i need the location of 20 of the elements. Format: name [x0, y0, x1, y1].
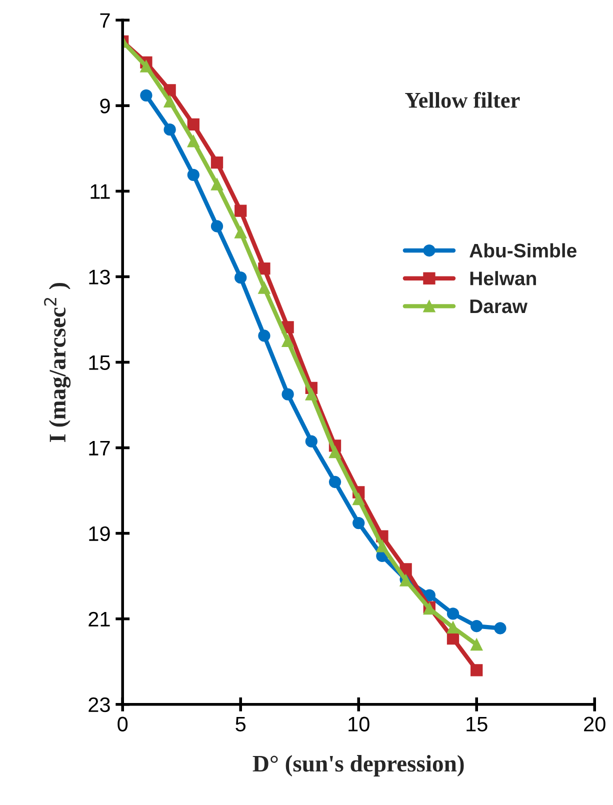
y-axis-title: I (mag/arcsec$^{2}$ ): [44, 282, 71, 442]
y-tick-label: 9: [100, 98, 110, 114]
y-tick-label: 7: [100, 13, 110, 28]
legend-label: Daraw: [470, 300, 528, 314]
y-tick-label: 21: [88, 612, 110, 626]
x-axis-title: D° (sun's depression): [252, 755, 464, 776]
y-tick-label: 13: [89, 270, 110, 284]
y-tick-label: 11: [90, 184, 110, 199]
x-tick-label: 5: [236, 716, 246, 732]
x-tick-label: 0: [118, 716, 128, 732]
x-tick-label: 10: [348, 716, 370, 732]
legend-label: Helwan: [470, 271, 536, 286]
text: Yellow filter: [405, 92, 520, 108]
y-tick-label: 19: [89, 526, 110, 542]
legend-label: Abu-Simble: [470, 243, 576, 258]
y-tick-label: 17: [89, 440, 110, 456]
x-tick-label: 20: [584, 716, 606, 732]
x-tick-label: 15: [466, 716, 488, 732]
y-tick-label: 15: [89, 355, 110, 370]
y-tick-label: 23: [88, 697, 110, 712]
